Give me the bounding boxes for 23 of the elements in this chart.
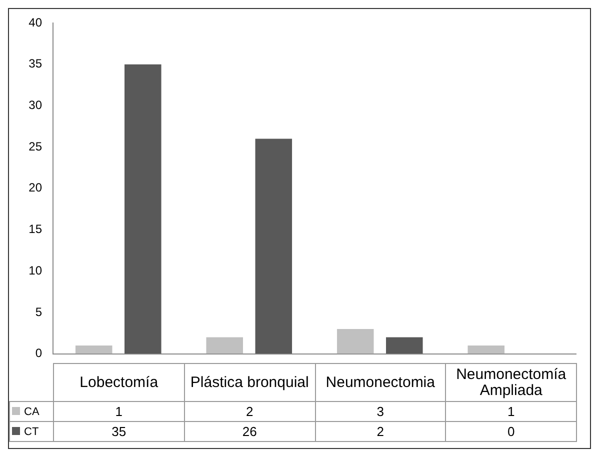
data-label: 1 <box>54 402 184 422</box>
data-label: 0 <box>446 422 576 442</box>
data-label: 1 <box>446 402 576 422</box>
data-label: 26 <box>184 422 315 442</box>
data-label: 2 <box>315 422 446 442</box>
data-label: 35 <box>54 422 184 442</box>
y-tick-label: 20 <box>28 180 42 195</box>
x-tick-label: Lobectomía <box>54 364 184 402</box>
y-tick-label: 40 <box>28 15 42 30</box>
legend-label: CA <box>10 402 54 422</box>
y-tick-label: 15 <box>28 222 42 236</box>
data-label: 3 <box>315 402 446 422</box>
x-tick-label: Plástica bronquial <box>184 364 315 402</box>
y-tick-label: 5 <box>35 304 42 319</box>
data-label: 2 <box>184 402 315 422</box>
y-tick-label: 25 <box>28 139 42 154</box>
y-tick-label: 30 <box>28 98 42 112</box>
legend-label: CT <box>10 422 54 442</box>
y-tick-label: 35 <box>28 56 42 71</box>
x-tick-label: Neumonectomia <box>315 364 446 402</box>
y-tick-label: 10 <box>28 263 42 278</box>
y-tick-label: 0 <box>35 346 42 360</box>
x-tick-label: Neumonectomía Ampliada <box>446 364 576 402</box>
